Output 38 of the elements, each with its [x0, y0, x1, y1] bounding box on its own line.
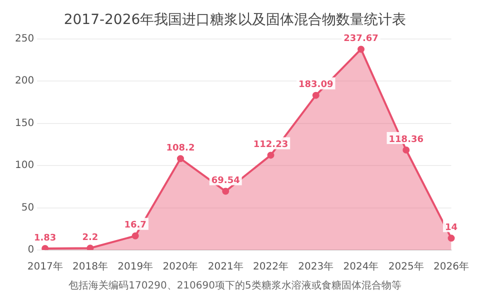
- x-tick-label: 2017年: [27, 260, 63, 273]
- y-tick-label: 50: [21, 202, 34, 214]
- point: [448, 234, 455, 242]
- data-label: 2.2: [82, 232, 98, 243]
- x-tick-label: 2023年: [298, 260, 334, 273]
- point: [402, 146, 410, 154]
- point: [312, 92, 320, 99]
- data-label: 14: [445, 223, 458, 234]
- x-tick-label: 2022年: [253, 260, 288, 273]
- data-label: 69.54: [211, 176, 240, 186]
- y-tick-label: 200: [14, 76, 34, 87]
- text: 包括海关编码170290、210690项下的5类糖浆水溶液或食糖固体混合物等: [68, 280, 402, 292]
- data-label: 112.23: [253, 140, 288, 150]
- y-tick-label: 150: [14, 118, 34, 129]
- point: [132, 232, 139, 240]
- data-label: 237.67: [344, 34, 378, 44]
- x-tick-label: 2020年: [162, 260, 198, 273]
- x-tick-label: 2024年: [343, 260, 379, 273]
- point: [358, 46, 365, 53]
- point: [222, 188, 230, 195]
- point: [86, 244, 94, 250]
- x-tick-label: 2019年: [118, 260, 154, 273]
- x-tick-label: 2026年: [434, 260, 469, 273]
- x-tick-label: 2018年: [72, 260, 108, 273]
- data-label: 183.09: [298, 80, 334, 90]
- point: [267, 152, 274, 159]
- data-label: 108.2: [166, 143, 195, 154]
- x-tick-label: 2025年: [388, 260, 424, 273]
- x-tick-label: 2021年: [208, 260, 244, 273]
- data-label: 118.36: [388, 134, 424, 145]
- point: [42, 244, 49, 250]
- data-label: 16.7: [124, 220, 146, 231]
- chart-title: 2017-2026年我国进口糖浆以及固体混合物数量统计表: [64, 12, 406, 28]
- data-label: 1.83: [34, 233, 56, 244]
- y-tick-label: 100: [14, 160, 34, 172]
- y-tick-label: 250: [14, 33, 34, 44]
- point: [176, 155, 184, 162]
- y-tick-label: 0: [28, 244, 34, 256]
